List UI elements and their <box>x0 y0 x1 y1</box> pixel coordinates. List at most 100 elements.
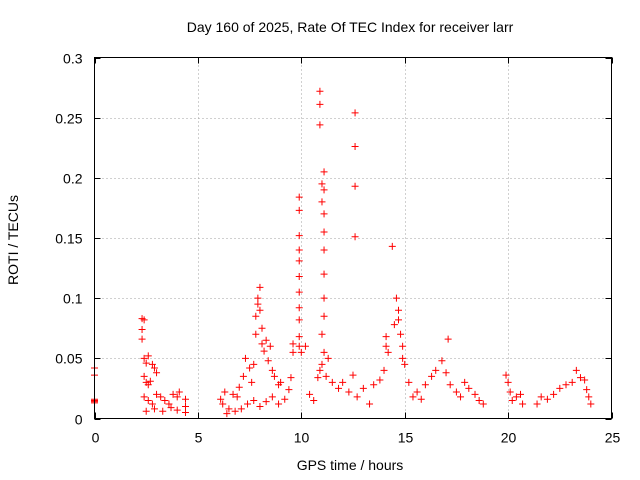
data-point <box>446 381 454 389</box>
data-points <box>91 87 595 418</box>
data-point <box>394 306 402 314</box>
data-point <box>508 396 516 404</box>
data-point <box>550 390 558 398</box>
data-point <box>301 342 309 350</box>
data-point <box>256 306 264 314</box>
data-point <box>181 408 189 416</box>
data-point <box>388 242 396 250</box>
x-axis-ticks: 0 5 10 15 20 25 <box>92 57 621 446</box>
data-point <box>252 330 260 338</box>
data-point <box>320 168 328 176</box>
data-point <box>318 360 326 368</box>
data-point <box>345 388 353 396</box>
data-point <box>461 378 469 386</box>
data-point <box>153 369 161 377</box>
data-point <box>285 386 293 394</box>
y-tick-label: 0.2 <box>63 171 83 187</box>
x-tick-label: 10 <box>294 430 310 446</box>
data-point <box>165 400 173 408</box>
data-point <box>328 378 336 386</box>
x-tick-label: 15 <box>398 430 414 446</box>
data-point <box>295 206 303 214</box>
y-axis-label: ROTI / TECUs <box>5 195 21 285</box>
y-tick-label: 0.3 <box>63 51 83 67</box>
data-point <box>144 352 152 360</box>
data-point <box>295 288 303 296</box>
data-point <box>169 390 177 398</box>
data-point <box>237 405 245 413</box>
data-point <box>217 395 225 403</box>
data-point <box>382 342 390 350</box>
x-tick-label: 25 <box>605 430 621 446</box>
y-tick-label: 0.25 <box>55 111 82 127</box>
data-point <box>351 109 359 117</box>
data-point <box>233 393 241 401</box>
data-point <box>320 270 328 278</box>
data-point <box>543 395 551 403</box>
data-point <box>475 396 483 404</box>
data-point <box>428 372 436 380</box>
data-point <box>585 393 593 401</box>
data-point <box>229 390 237 398</box>
data-point <box>146 377 154 385</box>
data-point <box>142 359 150 367</box>
y-axis-ticks: 0 0.05 0.1 0.15 0.2 0.25 0.3 <box>55 51 612 428</box>
data-point <box>246 364 254 372</box>
data-point <box>175 388 183 396</box>
data-point <box>167 404 175 412</box>
data-point <box>316 87 324 95</box>
data-point <box>256 283 264 291</box>
data-point <box>318 330 326 338</box>
data-point <box>264 357 272 365</box>
data-point <box>287 374 295 382</box>
data-point <box>438 357 446 365</box>
data-point <box>318 180 326 188</box>
data-point <box>417 395 425 403</box>
data-point <box>587 400 595 408</box>
data-point <box>394 316 402 324</box>
data-point <box>380 366 388 374</box>
x-axis-label: GPS time / hours <box>297 457 404 473</box>
data-point <box>250 396 258 404</box>
data-point <box>142 407 150 415</box>
x-tick-label: 5 <box>195 430 203 446</box>
data-point <box>138 325 146 333</box>
data-point <box>140 354 148 362</box>
data-point <box>140 393 148 401</box>
data-point <box>322 372 330 380</box>
data-point <box>512 393 520 401</box>
x-tick-label: 0 <box>92 430 100 446</box>
y-tick-label: 0 <box>75 412 83 428</box>
data-point <box>572 366 580 374</box>
data-point <box>316 100 324 108</box>
data-point <box>252 312 260 320</box>
data-point <box>314 374 322 382</box>
data-point <box>442 369 450 377</box>
data-point <box>432 366 440 374</box>
data-point <box>295 304 303 312</box>
data-point <box>138 335 146 343</box>
data-point <box>413 388 421 396</box>
data-point <box>318 198 326 206</box>
data-point <box>506 388 514 396</box>
data-point <box>562 381 570 389</box>
data-point <box>250 360 258 368</box>
data-point <box>140 372 148 380</box>
data-point <box>258 340 266 348</box>
data-point <box>390 321 398 329</box>
data-point <box>248 378 256 386</box>
data-point <box>471 390 479 398</box>
data-point <box>310 396 318 404</box>
data-point <box>266 342 274 350</box>
data-point <box>161 396 169 404</box>
data-point <box>148 400 156 408</box>
data-point <box>268 393 276 401</box>
data-point <box>306 390 314 398</box>
data-point <box>316 366 324 374</box>
data-point <box>244 400 252 408</box>
data-point <box>421 381 429 389</box>
y-tick-label: 0.05 <box>55 351 82 367</box>
data-point <box>295 333 303 341</box>
data-point <box>366 400 374 408</box>
data-point <box>144 396 152 404</box>
